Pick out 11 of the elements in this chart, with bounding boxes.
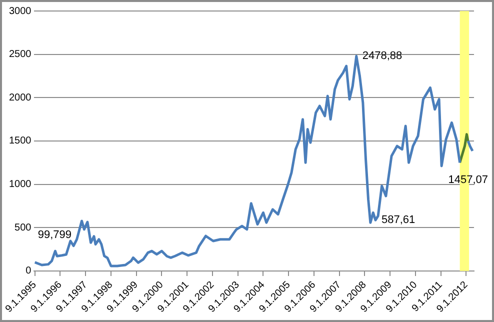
- annotation: 2478,88: [362, 50, 402, 62]
- y-tick-label: 1000: [8, 179, 32, 190]
- y-tick-label: 2000: [8, 92, 32, 104]
- y-tick-label: 500: [14, 222, 32, 234]
- annotation: 99,799: [38, 228, 72, 241]
- y-tick-label: 2500: [8, 49, 32, 60]
- y-tick-label: 3000: [8, 6, 32, 17]
- annotation: 1457,07: [448, 174, 488, 186]
- y-tick-label: 1500: [8, 136, 32, 147]
- y-tick-label: 0: [26, 266, 32, 277]
- annotation: 587,61: [381, 214, 416, 226]
